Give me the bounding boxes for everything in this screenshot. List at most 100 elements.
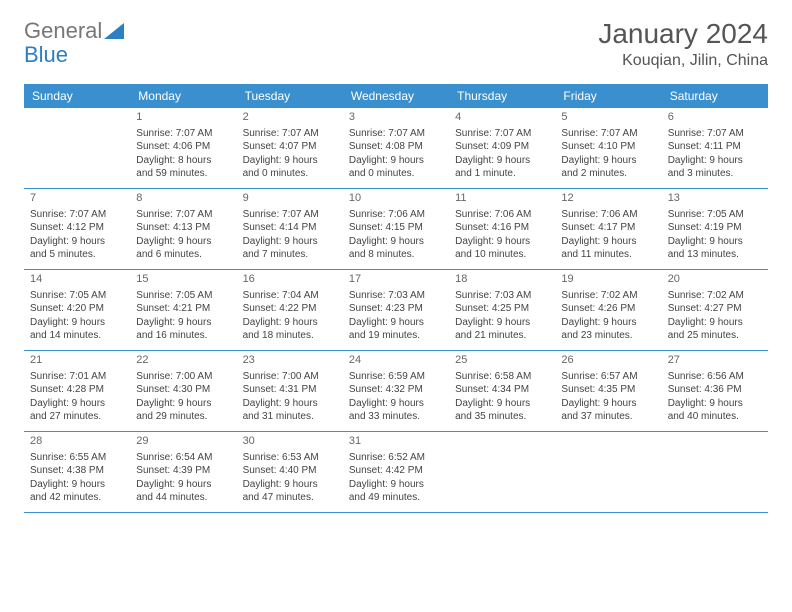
day-info: Sunrise: 7:07 AMSunset: 4:13 PMDaylight:… bbox=[136, 208, 230, 262]
day-number: 18 bbox=[455, 272, 549, 287]
day-cell bbox=[555, 432, 661, 512]
day-cell: 11Sunrise: 7:06 AMSunset: 4:16 PMDayligh… bbox=[449, 189, 555, 269]
day-info: Sunrise: 6:58 AMSunset: 4:34 PMDaylight:… bbox=[455, 370, 549, 424]
day-info: Sunrise: 7:02 AMSunset: 4:27 PMDaylight:… bbox=[668, 289, 762, 343]
day-cell: 25 Sunrise: 6:58 AMSunset: 4:34 PMDayligh… bbox=[449, 351, 555, 431]
day-cell: 20 Sunrise: 7:02 AMSunset: 4:27 PMDayligh… bbox=[662, 270, 768, 350]
day-cell: 13 Sunrise: 7:05 AMSunset: 4:19 PMDayligh… bbox=[662, 189, 768, 269]
day-number: 4 bbox=[455, 110, 549, 125]
day-cell: 26 Sunrise: 6:57 AMSunset: 4:35 PMDayligh… bbox=[555, 351, 661, 431]
day-number: 15 bbox=[136, 272, 230, 287]
day-number: 28 bbox=[30, 434, 124, 449]
day-number: 3 bbox=[349, 110, 443, 125]
day-cell bbox=[449, 432, 555, 512]
day-info: Sunrise: 7:07 AMSunset: 4:08 PMDaylight:… bbox=[349, 127, 443, 181]
weekday-wed: Wednesday bbox=[343, 84, 449, 108]
weeks-container: 1 Sunrise: 7:07 AMSunset: 4:06 PMDaylight… bbox=[24, 108, 768, 513]
day-info: Sunrise: 7:00 AMSunset: 4:30 PMDaylight:… bbox=[136, 370, 230, 424]
day-number: 16 bbox=[243, 272, 337, 287]
day-cell: 16 Sunrise: 7:04 AMSunset: 4:22 PMDayligh… bbox=[237, 270, 343, 350]
day-cell: 6 Sunrise: 7:07 AMSunset: 4:11 PMDaylight… bbox=[662, 108, 768, 188]
day-cell: 10Sunrise: 7:06 AMSunset: 4:15 PMDayligh… bbox=[343, 189, 449, 269]
day-number: 8 bbox=[136, 191, 230, 206]
day-number: 20 bbox=[668, 272, 762, 287]
day-cell: 23 Sunrise: 7:00 AMSunset: 4:31 PMDayligh… bbox=[237, 351, 343, 431]
day-info: Sunrise: 7:06 AMSunset: 4:17 PMDaylight:… bbox=[561, 208, 655, 262]
day-cell: 12Sunrise: 7:06 AMSunset: 4:17 PMDayligh… bbox=[555, 189, 661, 269]
day-info: Sunrise: 7:07 AMSunset: 4:07 PMDaylight:… bbox=[243, 127, 337, 181]
day-cell: 27Sunrise: 6:56 AMSunset: 4:36 PMDayligh… bbox=[662, 351, 768, 431]
day-number: 17 bbox=[349, 272, 443, 287]
day-number: 31 bbox=[349, 434, 443, 449]
day-cell bbox=[662, 432, 768, 512]
day-number: 5 bbox=[561, 110, 655, 125]
day-cell: 21Sunrise: 7:01 AMSunset: 4:28 PMDayligh… bbox=[24, 351, 130, 431]
month-title: January 2024 bbox=[598, 18, 768, 50]
day-number: 19 bbox=[561, 272, 655, 287]
week-row: 7Sunrise: 7:07 AMSunset: 4:12 PMDaylight… bbox=[24, 189, 768, 270]
day-cell: 29 Sunrise: 6:54 AMSunset: 4:39 PMDayligh… bbox=[130, 432, 236, 512]
day-number: 13 bbox=[668, 191, 762, 206]
header: General January 2024 Kouqian, Jilin, Chi… bbox=[24, 18, 768, 70]
day-number: 26 bbox=[561, 353, 655, 368]
logo-text-blue: Blue bbox=[24, 42, 68, 67]
day-info: Sunrise: 7:02 AMSunset: 4:26 PMDaylight:… bbox=[561, 289, 655, 343]
day-info: Sunrise: 7:05 AMSunset: 4:20 PMDaylight:… bbox=[30, 289, 124, 343]
day-info: Sunrise: 6:56 AMSunset: 4:36 PMDaylight:… bbox=[668, 370, 762, 424]
day-info: Sunrise: 7:06 AMSunset: 4:15 PMDaylight:… bbox=[349, 208, 443, 262]
day-info: Sunrise: 6:57 AMSunset: 4:35 PMDaylight:… bbox=[561, 370, 655, 424]
day-info: Sunrise: 6:54 AMSunset: 4:39 PMDaylight:… bbox=[136, 451, 230, 505]
day-cell: 22 Sunrise: 7:00 AMSunset: 4:30 PMDayligh… bbox=[130, 351, 236, 431]
weekday-tue: Tuesday bbox=[237, 84, 343, 108]
day-cell: 14Sunrise: 7:05 AMSunset: 4:20 PMDayligh… bbox=[24, 270, 130, 350]
day-number: 29 bbox=[136, 434, 230, 449]
day-number: 2 bbox=[243, 110, 337, 125]
day-info: Sunrise: 6:53 AMSunset: 4:40 PMDaylight:… bbox=[243, 451, 337, 505]
day-number: 9 bbox=[243, 191, 337, 206]
day-cell: 3 Sunrise: 7:07 AMSunset: 4:08 PMDaylight… bbox=[343, 108, 449, 188]
day-info: Sunrise: 7:03 AMSunset: 4:23 PMDaylight:… bbox=[349, 289, 443, 343]
day-number: 7 bbox=[30, 191, 124, 206]
day-info: Sunrise: 7:00 AMSunset: 4:31 PMDaylight:… bbox=[243, 370, 337, 424]
weekday-header-row: Sunday Monday Tuesday Wednesday Thursday… bbox=[24, 84, 768, 108]
logo-triangle-icon bbox=[104, 23, 124, 39]
day-cell: 9 Sunrise: 7:07 AMSunset: 4:14 PMDaylight… bbox=[237, 189, 343, 269]
week-row: 14Sunrise: 7:05 AMSunset: 4:20 PMDayligh… bbox=[24, 270, 768, 351]
day-number: 6 bbox=[668, 110, 762, 125]
weekday-mon: Monday bbox=[130, 84, 236, 108]
day-number: 11 bbox=[455, 191, 549, 206]
day-cell: 17 Sunrise: 7:03 AMSunset: 4:23 PMDayligh… bbox=[343, 270, 449, 350]
day-number: 1 bbox=[136, 110, 230, 125]
day-cell: 28 Sunrise: 6:55 AMSunset: 4:38 PMDayligh… bbox=[24, 432, 130, 512]
day-info: Sunrise: 6:59 AMSunset: 4:32 PMDaylight:… bbox=[349, 370, 443, 424]
day-info: Sunrise: 7:01 AMSunset: 4:28 PMDaylight:… bbox=[30, 370, 124, 424]
day-cell: 1 Sunrise: 7:07 AMSunset: 4:06 PMDaylight… bbox=[130, 108, 236, 188]
day-cell: 24 Sunrise: 6:59 AMSunset: 4:32 PMDayligh… bbox=[343, 351, 449, 431]
day-cell: 19 Sunrise: 7:02 AMSunset: 4:26 PMDayligh… bbox=[555, 270, 661, 350]
day-info: Sunrise: 7:05 AMSunset: 4:19 PMDaylight:… bbox=[668, 208, 762, 262]
day-info: Sunrise: 7:03 AMSunset: 4:25 PMDaylight:… bbox=[455, 289, 549, 343]
day-cell: 18 Sunrise: 7:03 AMSunset: 4:25 PMDayligh… bbox=[449, 270, 555, 350]
day-number: 25 bbox=[455, 353, 549, 368]
weekday-sat: Saturday bbox=[662, 84, 768, 108]
day-info: Sunrise: 6:52 AMSunset: 4:42 PMDaylight:… bbox=[349, 451, 443, 505]
day-info: Sunrise: 7:07 AMSunset: 4:11 PMDaylight:… bbox=[668, 127, 762, 181]
day-cell: 2 Sunrise: 7:07 AMSunset: 4:07 PMDaylight… bbox=[237, 108, 343, 188]
calendar: Sunday Monday Tuesday Wednesday Thursday… bbox=[24, 84, 768, 513]
day-info: Sunrise: 7:07 AMSunset: 4:14 PMDaylight:… bbox=[243, 208, 337, 262]
weekday-fri: Friday bbox=[555, 84, 661, 108]
day-number: 30 bbox=[243, 434, 337, 449]
weekday-thu: Thursday bbox=[449, 84, 555, 108]
day-info: Sunrise: 7:07 AMSunset: 4:06 PMDaylight:… bbox=[136, 127, 230, 181]
week-row: 1 Sunrise: 7:07 AMSunset: 4:06 PMDaylight… bbox=[24, 108, 768, 189]
day-number: 24 bbox=[349, 353, 443, 368]
day-info: Sunrise: 7:05 AMSunset: 4:21 PMDaylight:… bbox=[136, 289, 230, 343]
day-info: Sunrise: 6:55 AMSunset: 4:38 PMDaylight:… bbox=[30, 451, 124, 505]
week-row: 21Sunrise: 7:01 AMSunset: 4:28 PMDayligh… bbox=[24, 351, 768, 432]
day-info: Sunrise: 7:07 AMSunset: 4:10 PMDaylight:… bbox=[561, 127, 655, 181]
logo: General bbox=[24, 18, 124, 44]
day-number: 23 bbox=[243, 353, 337, 368]
day-info: Sunrise: 7:04 AMSunset: 4:22 PMDaylight:… bbox=[243, 289, 337, 343]
title-block: January 2024 Kouqian, Jilin, China bbox=[598, 18, 768, 70]
day-number: 22 bbox=[136, 353, 230, 368]
